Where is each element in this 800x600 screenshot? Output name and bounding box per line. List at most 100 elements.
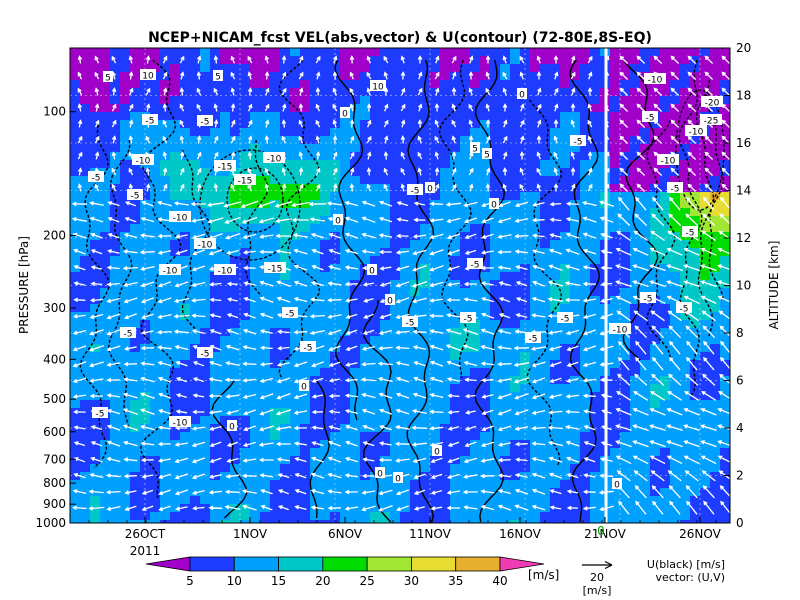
heat-cell: [670, 304, 681, 313]
heat-cell: [280, 152, 291, 161]
heat-cell: [370, 240, 381, 249]
heat-cell: [710, 496, 721, 505]
heat-cell: [280, 176, 291, 185]
heat-cell: [470, 136, 481, 145]
heat-cell: [410, 224, 421, 233]
heat-cell: [70, 136, 81, 145]
heat-cell: [420, 408, 431, 417]
heat-cell: [130, 272, 141, 281]
heat-cell: [90, 520, 101, 523]
wind-vector: [243, 296, 256, 303]
heat-cell: [70, 464, 81, 473]
wind-vector: [395, 376, 410, 383]
heat-cell: [480, 496, 491, 505]
heat-cell: [520, 272, 531, 281]
heat-cell: [250, 520, 261, 523]
wind-vector: [481, 233, 494, 240]
wind-vector: [196, 71, 202, 80]
heat-cell: [340, 480, 351, 489]
contour-line: [695, 79, 715, 339]
heat-cell: [480, 480, 491, 489]
heat-cell: [640, 512, 651, 521]
heat-cell: [510, 504, 521, 513]
heat-cell: [510, 480, 521, 489]
heat-cell: [550, 176, 561, 185]
heat-cell: [190, 480, 201, 489]
wind-vector: [141, 313, 154, 320]
heat-cell: [230, 208, 241, 217]
heat-cell: [190, 96, 201, 105]
heat-cell: [490, 512, 501, 521]
heat-cell: [270, 136, 281, 145]
wind-vector: [328, 361, 341, 367]
heat-cell: [610, 416, 621, 425]
heat-cell: [120, 384, 131, 393]
heat-cell: [710, 64, 721, 73]
heat-cell: [500, 160, 511, 169]
heat-cell: [250, 320, 261, 329]
heat-cell: [540, 136, 551, 145]
heat-cell: [410, 144, 421, 153]
wind-vector: [413, 360, 426, 367]
heat-cell: [630, 336, 641, 345]
wind-vector: [328, 393, 340, 399]
heat-cell: [410, 128, 421, 137]
heat-cell: [200, 384, 211, 393]
heat-cell: [180, 432, 191, 441]
wind-vector: [157, 281, 172, 288]
wind-vector: [502, 71, 508, 80]
wind-vector: [384, 135, 389, 144]
heat-cell: [590, 64, 601, 73]
heat-cell: [240, 80, 251, 89]
heat-cell: [140, 392, 151, 401]
heat-cell: [170, 368, 181, 377]
heat-cell: [110, 328, 121, 337]
heat-cell: [260, 296, 271, 305]
heat-cell: [610, 344, 621, 353]
heat-cell: [250, 208, 261, 217]
heat-cell: [120, 136, 131, 145]
heat-cell: [610, 88, 621, 97]
heat-cell: [490, 112, 501, 121]
heat-cell: [660, 384, 671, 393]
heat-cell: [570, 112, 581, 121]
heat-cell: [80, 152, 91, 161]
heat-cell: [270, 224, 281, 233]
heat-cell: [450, 240, 461, 249]
heat-cell: [170, 160, 181, 169]
wind-vector: [445, 202, 462, 207]
heat-cell: [670, 512, 681, 521]
wind-vector: [549, 217, 562, 223]
heat-cell: [500, 48, 511, 57]
heat-cell: [720, 272, 730, 281]
heat-cell: [260, 336, 271, 345]
heat-cell: [300, 336, 311, 345]
wind-vector: [480, 489, 495, 494]
wind-vector: [554, 103, 559, 112]
heat-cell: [540, 120, 551, 129]
heat-cell: [190, 176, 201, 185]
heat-cell: [190, 48, 201, 57]
wind-vector: [566, 377, 579, 383]
heat-cell: [230, 184, 241, 193]
heat-cell: [240, 88, 251, 97]
heat-cell: [530, 496, 541, 505]
heat-cell: [300, 176, 311, 185]
heat-cell: [470, 440, 481, 449]
heat-cell: [690, 264, 701, 273]
heat-cell: [570, 360, 581, 369]
wind-vector: [636, 71, 646, 80]
heat-cell: [530, 304, 541, 313]
heat-cell: [590, 384, 601, 393]
heat-cell: [80, 392, 91, 401]
heat-cell: [110, 136, 121, 145]
heat-cell: [440, 72, 451, 81]
heat-cell: [620, 176, 631, 185]
heat-cell: [350, 240, 361, 249]
heat-cell: [350, 48, 361, 57]
heat-cell: [450, 224, 461, 233]
heat-cell: [420, 472, 431, 481]
heat-cell: [340, 56, 351, 65]
heat-cell: [530, 144, 541, 153]
wind-vector: [124, 490, 137, 495]
